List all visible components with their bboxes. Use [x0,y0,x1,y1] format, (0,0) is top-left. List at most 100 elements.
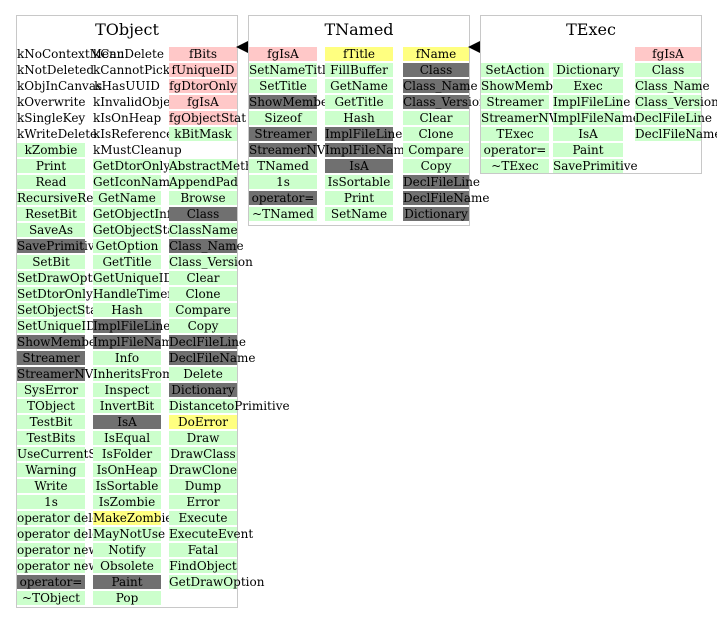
member-function: Copy [403,159,469,173]
member-function: Error [169,495,237,509]
member-function: TestBit [17,415,85,429]
member-function: ImplFileName [93,335,180,349]
data-member: fgIsA [169,95,237,109]
member-function: Copy [169,319,237,333]
member-function: Paint [553,143,623,157]
member-function: Sizeof [249,111,317,125]
member-function: SetObjectStat [17,303,103,317]
member-function: kOverwrite [17,95,86,109]
member-function: ShowMembers [249,95,340,109]
member-function: ShowMembers [481,79,572,93]
member-function: MakeZombie [93,511,173,525]
member-function: SetAction [481,63,549,77]
member-function: GetDtorOnly [93,159,171,173]
member-function: operator delete [17,511,112,525]
member-function: DeclFileName [169,351,256,365]
class-title: TObject [16,15,238,44]
member-function: FindObject [169,559,237,573]
member-function: AbstractMethod [169,159,268,173]
member-function: GetObjectInfo [93,207,179,221]
member-function: SavePrimitive [17,239,102,253]
member-function: Warning [17,463,85,477]
member-function: 1s [249,175,317,189]
member-function: DeclFileLine [403,175,481,189]
member-function: ~TObject [17,591,85,605]
member-function: Clone [169,287,237,301]
member-function: Clear [169,271,237,285]
member-function: Clone [403,127,469,141]
member-function: kIsReferenced [93,127,181,141]
member-function: Execute [169,511,237,525]
member-function: FillBuffer [325,63,393,77]
member-function: Class_Name [403,79,478,93]
member-function: GetName [93,191,161,205]
member-function: kNotDeleted [17,63,95,77]
member-function: Inspect [93,383,161,397]
member-function: RecursiveRemove [17,191,126,205]
member-function: StreamerNVirtual [481,111,591,125]
member-function: kIsOnHeap [93,111,162,125]
member-function: Delete [169,367,237,381]
member-function: Hash [93,303,161,317]
member-function [481,47,549,61]
member-function: Hash [325,111,393,125]
member-function: Class [403,63,469,77]
member-function: DrawClone [169,463,237,477]
member-function: IsEqual [93,431,161,445]
member-function: operator new[] [17,559,108,573]
member-function: Class [635,63,701,77]
member-function: GetUniqueID [93,271,174,285]
member-function: kBitMask [169,127,237,141]
member-function: Class_Version [403,95,487,109]
member-function: Notify [93,543,161,557]
member-function: ClassName [169,223,238,237]
member-function: ImplFileName [553,111,640,125]
member-function: Compare [403,143,469,157]
member-function: TObject [17,399,85,413]
member-function: UseCurrentStyle [17,447,120,461]
class-box-texec: TExec SetAction ShowMembers Streamer Stream… [480,15,717,174]
member-function [553,47,623,61]
member-function: Class [169,207,237,221]
member-function: Class_Name [169,239,244,253]
member-function: HandleTimer [93,287,174,301]
member-function: Class_Version [635,95,717,109]
data-member: fgIsA [635,47,701,61]
member-function: ImplFileName [325,143,412,157]
class-title: TExec [480,15,702,44]
member-function: TExec [481,127,549,141]
member-function: Streamer [481,95,549,109]
member-function: GetTitle [325,95,393,109]
member-function: Write [17,479,85,493]
member-function: IsOnHeap [93,463,161,477]
member-function: Streamer [249,127,317,141]
data-member: fBits [169,47,237,61]
member-function: ResetBit [17,207,85,221]
member-function: Info [93,351,161,365]
member-function: Obsolete [93,559,161,573]
member-function: Dictionary [403,207,469,221]
member-function: Browse [169,191,237,205]
member-function: Dictionary [553,63,623,77]
member-function: Print [17,159,85,173]
member-function: SetName [325,207,393,221]
class-box-tnamed: TNamed fgIsA SetNameTitle SetTitle ShowMemb… [248,15,490,226]
data-member: fgObjectStat [169,111,247,125]
member-function: DeclFileLine [635,111,713,125]
member-function: TNamed [249,159,317,173]
member-function: SetDtorOnly [17,287,93,301]
member-function: kInvalidObject [93,95,182,109]
member-function: Print [325,191,393,205]
member-function: Draw [169,431,237,445]
member-function: SetNameTitle [249,63,333,77]
member-function: InheritsFrom [93,367,174,381]
member-function: TestBits [17,431,85,445]
member-function: SysError [17,383,85,397]
inheritance-arrow-icon [468,41,480,53]
member-function: operator delete[] [17,527,121,541]
member-function: GetIconName [93,175,178,189]
member-function: kCannotPick [93,63,171,77]
member-function: Class_Version [169,255,253,269]
member-function: IsZombie [93,495,161,509]
data-member: fUniqueID [169,63,237,77]
